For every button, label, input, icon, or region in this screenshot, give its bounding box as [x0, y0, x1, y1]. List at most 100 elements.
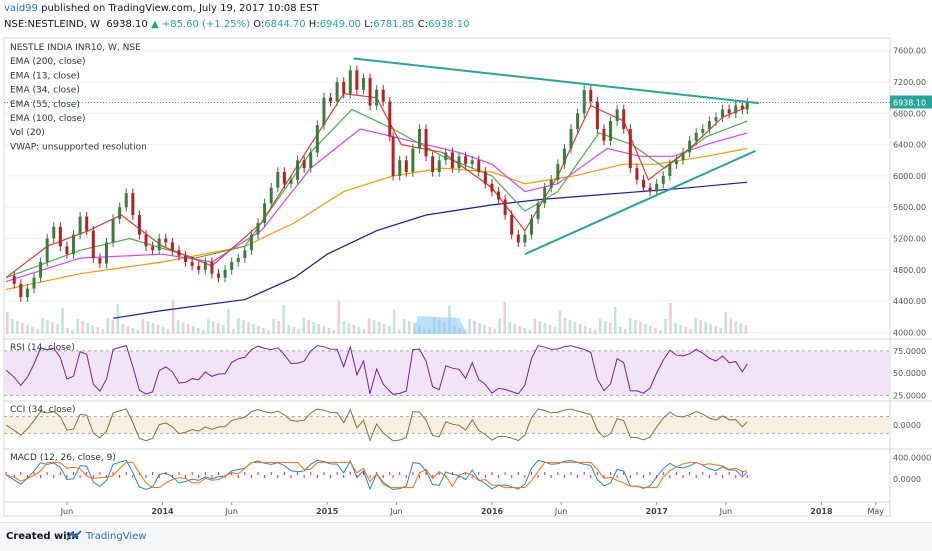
footer: Created with TradingView: [0, 522, 932, 551]
created-with-text: Created with: [6, 531, 79, 542]
volume-bar: [613, 307, 617, 334]
candle-body: [289, 179, 293, 184]
chart-canvas[interactable]: NESTLE INDIA INR10, W, NSE EMA (200, clos…: [0, 34, 932, 522]
price-tick-label: 6800.00: [893, 109, 926, 118]
last-price-label: 6938.10: [893, 98, 926, 107]
volume-bar: [608, 323, 612, 334]
candle-body: [98, 258, 102, 264]
volume-bar: [91, 325, 95, 334]
candle-body: [589, 89, 593, 102]
candle-body: [256, 222, 260, 235]
volume-bar: [11, 319, 14, 334]
legend-item: EMA (55, close): [10, 100, 80, 110]
pane-label: RSI (14, close): [10, 343, 75, 353]
candle-body: [595, 101, 599, 129]
candle-body: [137, 215, 141, 235]
candle-body: [536, 203, 540, 219]
chart-frame: [3, 37, 891, 517]
volume-bar: [342, 321, 346, 334]
candle-body: [576, 113, 580, 129]
candle-body: [329, 97, 333, 102]
low-label: L:: [364, 19, 374, 30]
candle-body: [688, 140, 692, 153]
candle-body: [381, 89, 385, 102]
candle-body: [282, 172, 286, 184]
candle-body: [124, 193, 128, 208]
candle-body: [25, 288, 29, 298]
open-label: O:: [253, 19, 265, 30]
volume-bar: [618, 327, 622, 334]
volume-bar: [714, 326, 718, 334]
volume-bar: [493, 329, 496, 334]
volume-bar: [201, 330, 205, 334]
volume-bar: [171, 300, 175, 334]
volume-bar: [699, 320, 702, 334]
ema-line: [113, 181, 748, 319]
volume-bar: [141, 319, 145, 334]
volume-bar: [377, 322, 381, 334]
volume-bar: [126, 326, 130, 334]
volume-bar: [744, 325, 748, 334]
volume-bar: [654, 328, 657, 334]
candle-body: [635, 168, 639, 180]
volume-bar: [694, 318, 697, 334]
volume-bar: [679, 325, 682, 334]
candle-body: [470, 160, 474, 165]
volume-bar: [176, 320, 180, 334]
candle-body: [727, 109, 731, 114]
candle-body: [355, 70, 359, 90]
volume-bar: [71, 330, 74, 334]
candle-body: [315, 125, 319, 153]
volume-bar: [523, 328, 527, 334]
volume-bar: [6, 312, 9, 334]
candle-body: [411, 148, 415, 172]
candle-body: [490, 183, 494, 192]
volume-bar: [307, 320, 311, 334]
volume-bar: [724, 312, 728, 334]
volume-bar: [709, 324, 712, 334]
volume-bar: [312, 322, 316, 334]
last-price-badge: [890, 95, 932, 109]
candle-body: [529, 218, 533, 235]
legend-item: EMA (100, close): [10, 114, 86, 124]
volume-bar: [372, 320, 376, 334]
ema-line: [5, 93, 748, 279]
pane-axis-label: 0.0000: [893, 475, 921, 484]
volume-bar: [629, 318, 632, 334]
volume-bar: [191, 326, 195, 334]
time-axis[interactable]: Jun 2014 Jun 2015 Jun 2016 Jun 2017 Jun 2018 May: [4, 501, 890, 516]
candle-body: [309, 152, 313, 169]
time-tick-label: May: [867, 507, 884, 516]
volume-bar: [86, 323, 89, 334]
candle-body: [740, 105, 744, 110]
tradingview-brand[interactable]: TradingView: [86, 531, 147, 542]
username[interactable]: vaid99: [4, 3, 38, 14]
candle-body: [203, 262, 207, 270]
ema-line: [5, 108, 748, 279]
candle-body: [628, 128, 632, 169]
volume-bar: [51, 322, 54, 334]
candle-body: [190, 262, 194, 266]
price-axis[interactable]: 7600.00 7200.00 6800.00 6400.00 6000.00 5600.…: [4, 38, 932, 516]
symbol-line: NSE:NESTLEIND, W 6938.10 ▲ +85.60 (+1.25…: [4, 19, 469, 30]
candle-body: [58, 226, 62, 247]
candle-body: [404, 160, 408, 172]
candle-body: [582, 89, 586, 114]
volume-bar: [518, 326, 522, 334]
candle-body: [375, 89, 379, 106]
volume-bar: [237, 318, 240, 334]
candle-body: [144, 234, 148, 247]
high-value: 6949.00: [319, 19, 362, 30]
candle-body: [398, 160, 402, 176]
volume-bar: [156, 325, 160, 334]
candle-body: [641, 179, 645, 188]
candle-body: [52, 226, 56, 239]
candle-body: [674, 160, 678, 165]
trend-lines[interactable]: [353, 57, 759, 256]
candle-body: [342, 82, 346, 94]
volume-bar: [367, 318, 371, 334]
symbol: NSE:NESTLEIND, W: [4, 19, 101, 30]
volume-bar: [31, 327, 34, 334]
legend-item: EMA (200, close): [10, 57, 86, 67]
volume-bar: [36, 329, 39, 334]
